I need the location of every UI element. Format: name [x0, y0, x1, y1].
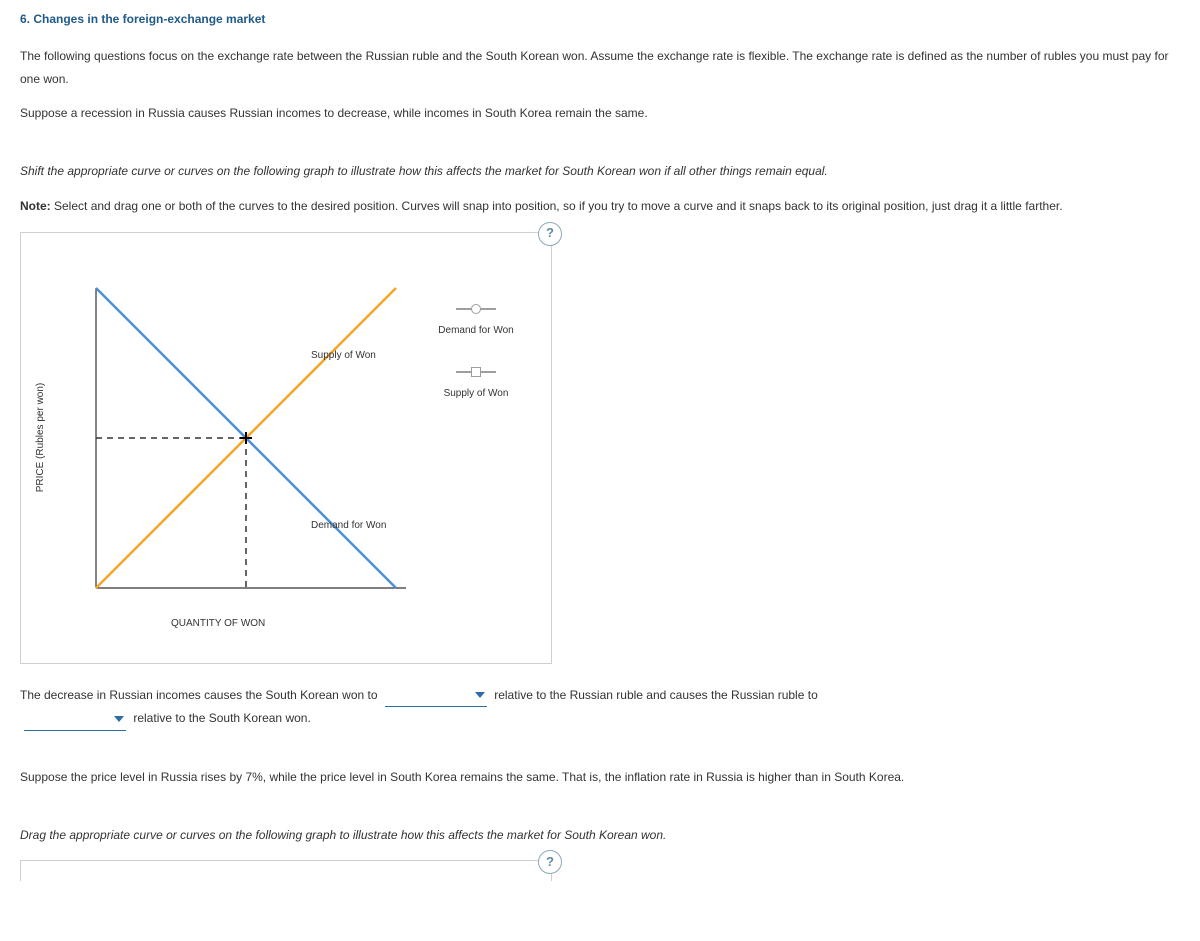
chart-plot-area[interactable]: Supply of Won Demand for Won: [81, 278, 411, 598]
demand-curve-label: Demand for Won: [311, 516, 386, 535]
scenario-paragraph-2: Suppose the price level in Russia rises …: [20, 766, 1180, 789]
help-icon[interactable]: ?: [538, 222, 562, 246]
supply-curve-label: Supply of Won: [311, 346, 376, 365]
chevron-down-icon: [114, 716, 124, 722]
x-axis-label: QUANTITY OF WON: [171, 614, 265, 633]
sentence-part-2: relative to the Russian ruble and causes…: [494, 688, 818, 702]
legend-demand[interactable]: Demand for Won: [421, 303, 531, 340]
dropdown-won-direction[interactable]: [385, 684, 487, 708]
note-paragraph: Note: Select and drag one or both of the…: [20, 195, 1180, 218]
legend-supply-swatch: [456, 366, 496, 378]
note-text: Select and drag one or both of the curve…: [51, 199, 1063, 213]
intro-paragraph-1: The following questions focus on the exc…: [20, 45, 1180, 91]
dropdown-ruble-direction[interactable]: [24, 707, 126, 731]
note-label: Note:: [20, 199, 51, 213]
graph-instruction-2: Drag the appropriate curve or curves on …: [20, 824, 1180, 847]
y-axis-label: PRICE (Rubles per won): [35, 273, 47, 603]
intro-paragraph-2: Suppose a recession in Russia causes Rus…: [20, 102, 1180, 125]
legend-supply[interactable]: Supply of Won: [421, 366, 531, 403]
legend-supply-label: Supply of Won: [444, 388, 509, 399]
chart-legend: Demand for Won Supply of Won: [421, 303, 531, 429]
chevron-down-icon: [475, 692, 485, 698]
legend-demand-swatch: [456, 303, 496, 315]
help-icon[interactable]: ?: [538, 850, 562, 874]
graph-panel-2: ?: [20, 860, 552, 881]
sentence-part-3: relative to the South Korean won.: [133, 711, 310, 725]
legend-demand-label: Demand for Won: [438, 325, 513, 336]
supply-demand-chart: [81, 278, 411, 598]
question-title: 6. Changes in the foreign-exchange marke…: [20, 8, 1180, 31]
fill-in-sentence: The decrease in Russian incomes causes t…: [20, 684, 1180, 732]
graph-panel-1: ? PRICE (Rubles per won) Supply of Won D…: [20, 232, 552, 664]
graph-instruction-1: Shift the appropriate curve or curves on…: [20, 160, 1180, 183]
sentence-part-1: The decrease in Russian incomes causes t…: [20, 688, 381, 702]
